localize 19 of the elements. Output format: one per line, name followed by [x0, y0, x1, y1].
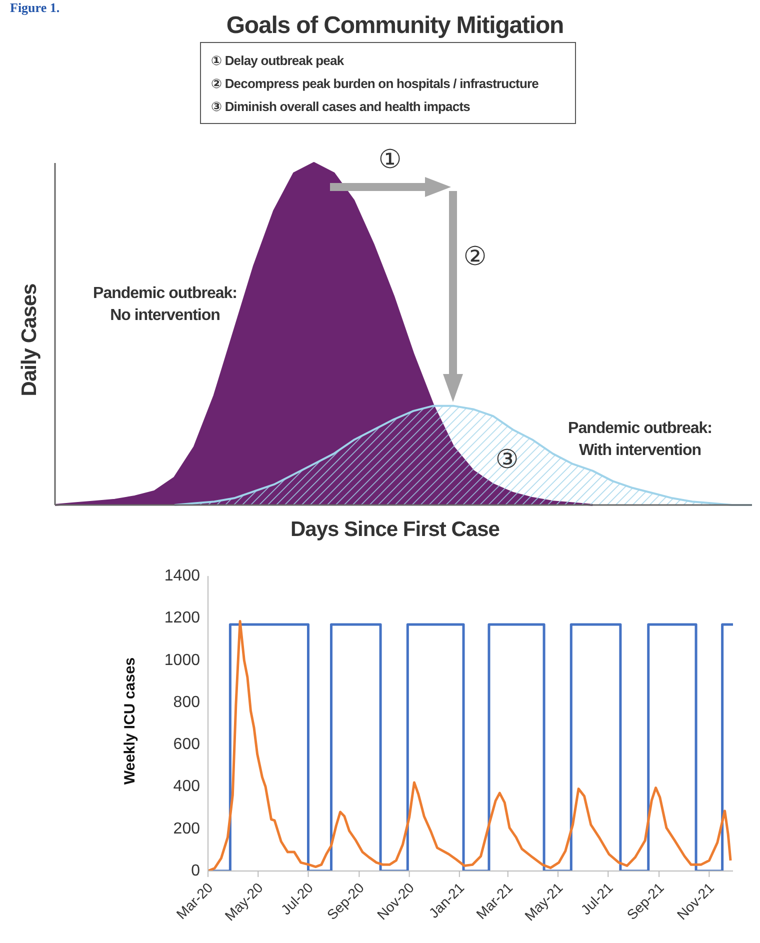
caption: Figure 1. [10, 0, 60, 16]
y-tick-label: 1000 [164, 652, 200, 669]
note-box: ① Delay outbreak peak ② Decompress peak burden on hospitals / infrastructure ③ Diminish overall cases and health impacts [200, 42, 576, 124]
annotation: ① [377, 144, 403, 176]
annotation: ② [462, 241, 488, 273]
series-label: Pandemic outbreak: With intervention [567, 419, 713, 461]
series-label: Pandemic outbreak: No intervention [92, 284, 238, 326]
y-tick-label: 800 [173, 694, 200, 711]
y-tick-label: 1200 [164, 610, 200, 627]
x-axis-title: Days Since First Case [290, 518, 500, 542]
y-tick-label: 400 [173, 778, 200, 796]
annotation: ③ [494, 444, 520, 476]
y-tick-label: 1400 [164, 568, 200, 584]
y-axis-title: Weekly ICU cases [122, 657, 138, 785]
y-tick-label: 0 [191, 862, 200, 880]
y-axis-title: Daily Cases [18, 284, 42, 396]
chart-title: Goals of Community Mitigation [226, 12, 564, 39]
y-tick-label: 200 [173, 820, 200, 838]
y-tick-label: 600 [173, 736, 200, 754]
